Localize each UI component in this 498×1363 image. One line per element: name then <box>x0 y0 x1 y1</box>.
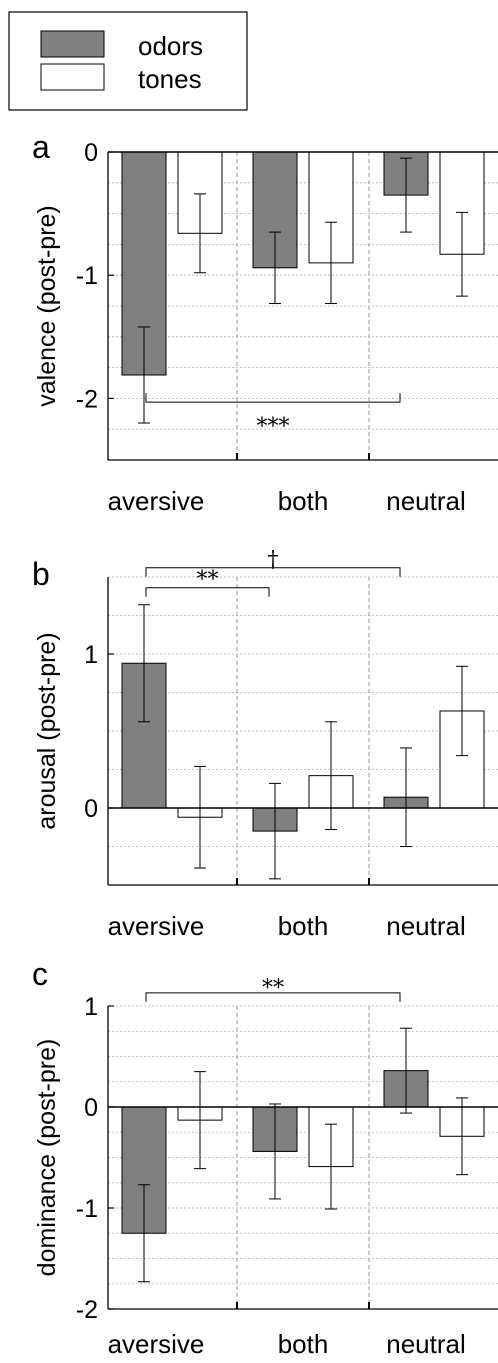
category-label: both <box>278 1329 329 1359</box>
category-label: both <box>278 486 329 516</box>
significance-label: ** <box>262 976 284 1001</box>
y-axis-label: dominance (post-pre) <box>33 1039 61 1277</box>
y-tick-label: 0 <box>84 795 98 823</box>
category-label: aversive <box>108 1329 205 1359</box>
significance-label: *** <box>257 415 290 440</box>
y-axis-label: valence (post-pre) <box>33 205 61 406</box>
significance-bracket <box>145 992 401 1002</box>
chart-panel-b: 0 1 ** † aversive both neutral b arousal (post-p… <box>32 548 498 941</box>
legend-box <box>8 11 248 111</box>
y-tick-label: -1 <box>76 262 98 290</box>
category-label: aversive <box>108 486 205 516</box>
legend: odors tones <box>8 11 248 111</box>
significance-bracket <box>145 587 270 597</box>
panel-letter: b <box>32 556 50 592</box>
legend-label-odors: odors <box>138 31 203 61</box>
significance-bracket <box>145 567 401 577</box>
category-label: neutral <box>386 486 466 516</box>
chart-panels: -2 -1 0 *** aversive both neutral a valence (pos… <box>32 129 498 1359</box>
panel-letter: c <box>32 956 48 992</box>
legend-swatch-odors <box>40 30 105 58</box>
category-label: both <box>278 911 329 941</box>
y-tick-label: 0 <box>84 1094 98 1122</box>
y-tick-label: 0 <box>84 139 98 167</box>
y-tick-label: 1 <box>84 993 98 1021</box>
legend-swatch-tones <box>40 63 105 91</box>
y-axis-label: arousal (post-pre) <box>33 632 61 829</box>
panel-letter: a <box>32 129 50 165</box>
y-tick-label: -2 <box>76 385 98 413</box>
significance-bracket <box>145 393 401 403</box>
y-tick-label: 1 <box>84 641 98 669</box>
category-label: aversive <box>108 911 205 941</box>
y-tick-label: -1 <box>76 1195 98 1223</box>
chart-panel-a: -2 -1 0 *** aversive both neutral a valence (pos… <box>32 129 498 516</box>
category-label: neutral <box>386 911 466 941</box>
significance-label: ** <box>197 568 219 593</box>
y-tick-label: -2 <box>76 1296 98 1324</box>
chart-panel-c: -2 -1 0 1 ** aversive both neutral c dominance (p… <box>32 956 498 1359</box>
category-label: neutral <box>386 1329 466 1359</box>
significance-label: † <box>268 548 279 573</box>
legend-label-tones: tones <box>138 64 202 94</box>
